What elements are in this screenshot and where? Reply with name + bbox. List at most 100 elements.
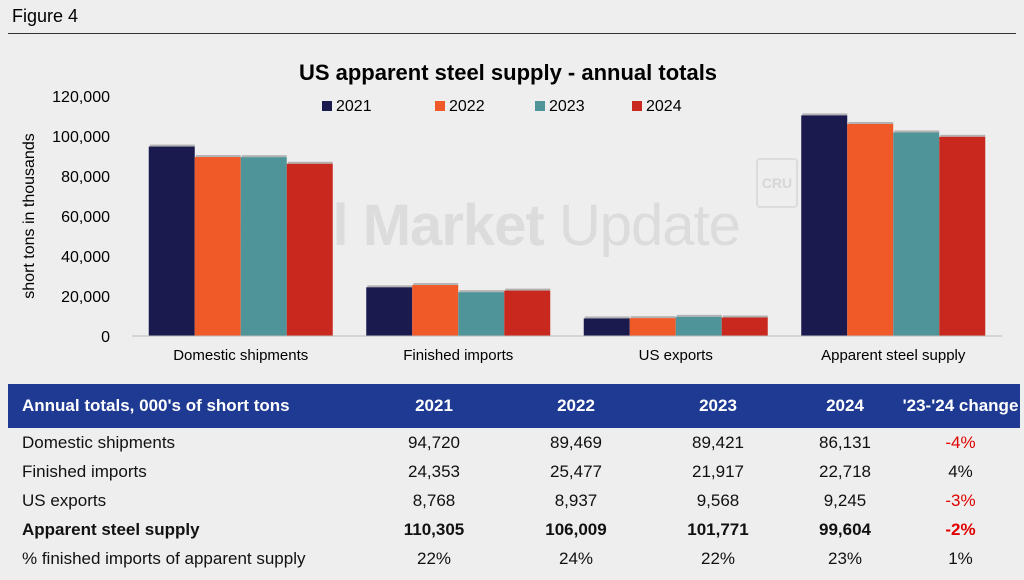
bar-shadow <box>149 144 195 147</box>
y-tick-label: 20,000 <box>61 289 110 306</box>
table-cell-2023: 22% <box>700 548 736 568</box>
table-cell-2022: 106,009 <box>545 519 607 539</box>
table-cell-2021: 110,305 <box>403 519 465 539</box>
table-row-label: Apparent steel supply <box>22 519 200 539</box>
table-cell-2021: 94,720 <box>408 432 460 452</box>
y-tick-label: 60,000 <box>61 209 110 226</box>
x-tick-label: US exports <box>639 347 713 364</box>
table-cell-2023: 101,771 <box>687 519 749 539</box>
table-row: Domestic shipments 94,720 89,469 89,421 86,1… <box>8 428 1020 457</box>
table-cell-change: 4% <box>948 461 973 481</box>
legend-swatch-2021 <box>322 101 332 111</box>
table-header-row: Annual totals, 000's of short tons 2021 … <box>8 384 1020 428</box>
y-tick-label: 80,000 <box>61 169 110 186</box>
table-row: Finished imports 24,353 25,477 21,917 22,718… <box>8 457 1020 486</box>
table-row-label: % finished imports of apparent supply <box>22 548 306 568</box>
x-tick-label: Apparent steel supply <box>821 347 966 364</box>
bar-finished-imports-2022 <box>412 285 459 336</box>
bar-shadow <box>459 290 505 293</box>
bar-shadow <box>195 155 241 158</box>
bar-shadow <box>802 113 848 116</box>
table-header-change: '23-'24 change <box>901 384 1020 428</box>
table-cell-2024: 9,245 <box>823 490 867 510</box>
x-tick-label: Domestic shipments <box>173 347 308 364</box>
table-cell-2021: 24,353 <box>408 461 460 481</box>
legend-label-2022: 2022 <box>449 98 485 115</box>
table-cell-2023: 9,568 <box>696 490 740 510</box>
chart-title: US apparent steel supply - annual totals <box>299 60 717 85</box>
table-row-label: Domestic shipments <box>22 432 176 452</box>
bar-finished-imports-2021 <box>366 287 413 336</box>
legend-label-2021: 2021 <box>336 98 372 115</box>
bar-shadow <box>676 314 722 317</box>
bar-shadow <box>413 283 459 286</box>
bar-apparent-steel-supply-2022 <box>847 123 894 337</box>
bar-shadow <box>722 315 768 318</box>
table-cell-2022: 25,477 <box>550 461 602 481</box>
totals-table: Annual totals, 000's of short tons 2021 … <box>8 384 1020 573</box>
legend-swatch-2024 <box>632 101 642 111</box>
table-cell-2022: 24% <box>558 548 594 568</box>
figure-divider <box>8 33 1016 34</box>
table-header-2024: 2024 <box>789 384 901 428</box>
table-cell-2022: 89,469 <box>550 432 602 452</box>
bar-apparent-steel-supply-2024 <box>939 136 986 336</box>
table-cell-2024: 22,718 <box>819 461 871 481</box>
bar-shadow <box>630 316 676 319</box>
y-tick-label: 0 <box>101 329 110 346</box>
bar-shadow <box>367 285 413 288</box>
bar-shadow <box>287 161 333 164</box>
table-row-label: US exports <box>22 490 107 510</box>
table-header-label: Annual totals, 000's of short tons <box>8 384 363 428</box>
bar-finished-imports-2023 <box>458 292 505 336</box>
table-cell-2022: 8,937 <box>554 490 598 510</box>
figure-label: Figure 4 <box>12 6 79 26</box>
bar-apparent-steel-supply-2023 <box>893 132 940 336</box>
watermark-cru-logo: CRU <box>756 158 798 208</box>
bar-domestic-shipments-2024 <box>286 163 333 336</box>
table-header-2021: 2021 <box>363 384 505 428</box>
bar-shadow <box>505 288 551 291</box>
bar-shadow <box>848 121 894 124</box>
bar-us-exports-2023 <box>675 316 722 336</box>
legend-label-2023: 2023 <box>549 98 585 115</box>
bar-apparent-steel-supply-2021 <box>801 115 848 336</box>
legend-label-2024: 2024 <box>646 98 682 115</box>
bar-shadow <box>940 134 986 137</box>
bar-us-exports-2022 <box>629 318 676 336</box>
bar-finished-imports-2024 <box>504 290 551 336</box>
table-header-2022: 2022 <box>505 384 647 428</box>
bar-us-exports-2024 <box>721 317 768 336</box>
bar-us-exports-2021 <box>583 318 630 336</box>
bar-domestic-shipments-2023 <box>240 157 287 336</box>
y-tick-label: 40,000 <box>61 249 110 266</box>
table-cell-2021: 8,768 <box>412 490 456 510</box>
bar-shadow <box>584 316 630 319</box>
y-tick-label: 100,000 <box>52 129 110 146</box>
x-tick-label: Finished imports <box>403 347 513 364</box>
bar-chart: US apparent steel supply - annual totals… <box>21 60 1002 364</box>
table-cell-2024: 99,604 <box>819 519 871 539</box>
table-cell-2024: 86,131 <box>819 432 871 452</box>
watermark-brand-thin: Update <box>558 193 741 258</box>
table-cell-2024: 23% <box>827 548 863 568</box>
table-header-2023: 2023 <box>647 384 789 428</box>
y-axis-label: short tons in thousands <box>21 133 38 298</box>
table-cell-2023: 21,917 <box>692 461 744 481</box>
table-cell-2023: 89,421 <box>692 432 744 452</box>
table-row-label: Finished imports <box>22 461 147 481</box>
table-cell-2021: 22% <box>416 548 452 568</box>
table-row: US exports 8,768 8,937 9,568 9,245 -3% <box>8 486 1020 515</box>
bar-domestic-shipments-2021 <box>148 146 195 336</box>
table-cell-change: -3% <box>945 490 976 510</box>
y-tick-label: 120,000 <box>52 89 110 106</box>
table-cell-change: -2% <box>945 519 976 539</box>
table-row: Apparent steel supply 110,305 106,009 101,7… <box>8 515 1020 544</box>
bar-shadow <box>894 130 940 133</box>
bar-domestic-shipments-2022 <box>194 157 241 336</box>
legend-swatch-2023 <box>535 101 545 111</box>
bar-shadow <box>241 155 287 158</box>
table-cell-change: -4% <box>945 432 976 452</box>
table-cell-change: 1% <box>948 548 973 568</box>
